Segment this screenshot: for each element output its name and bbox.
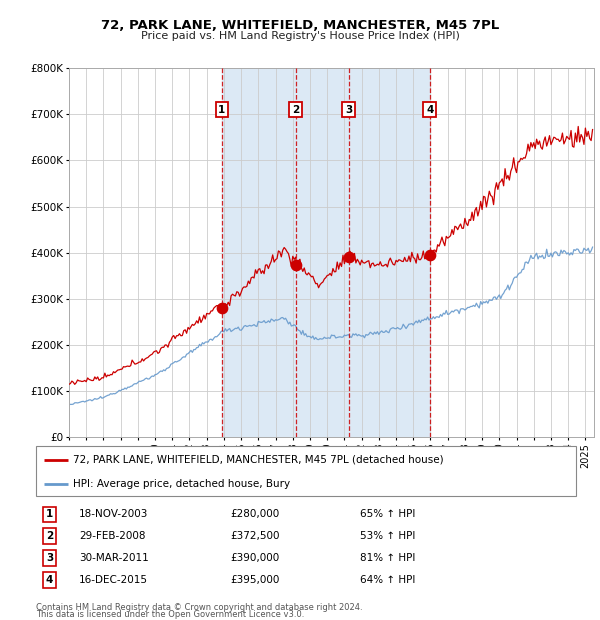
Point bbox=[425, 250, 434, 260]
Text: £390,000: £390,000 bbox=[230, 553, 280, 563]
Point bbox=[344, 252, 353, 262]
Text: 4: 4 bbox=[46, 575, 53, 585]
Text: 18-NOV-2003: 18-NOV-2003 bbox=[79, 510, 149, 520]
Text: 3: 3 bbox=[46, 553, 53, 563]
Text: 3: 3 bbox=[345, 105, 352, 115]
Point bbox=[217, 303, 227, 313]
Text: 72, PARK LANE, WHITEFIELD, MANCHESTER, M45 7PL: 72, PARK LANE, WHITEFIELD, MANCHESTER, M… bbox=[101, 19, 499, 32]
Text: 53% ↑ HPI: 53% ↑ HPI bbox=[360, 531, 415, 541]
Text: £372,500: £372,500 bbox=[230, 531, 280, 541]
Bar bbox=[222, 68, 430, 437]
Text: 81% ↑ HPI: 81% ↑ HPI bbox=[360, 553, 415, 563]
Text: 64% ↑ HPI: 64% ↑ HPI bbox=[360, 575, 415, 585]
Text: HPI: Average price, detached house, Bury: HPI: Average price, detached house, Bury bbox=[73, 479, 290, 489]
Text: 29-FEB-2008: 29-FEB-2008 bbox=[79, 531, 146, 541]
Text: 65% ↑ HPI: 65% ↑ HPI bbox=[360, 510, 415, 520]
Text: £395,000: £395,000 bbox=[230, 575, 280, 585]
Text: Contains HM Land Registry data © Crown copyright and database right 2024.: Contains HM Land Registry data © Crown c… bbox=[36, 603, 362, 612]
Text: 4: 4 bbox=[426, 105, 433, 115]
Text: 2: 2 bbox=[46, 531, 53, 541]
Text: 1: 1 bbox=[218, 105, 226, 115]
Text: This data is licensed under the Open Government Licence v3.0.: This data is licensed under the Open Gov… bbox=[36, 609, 304, 619]
Text: Price paid vs. HM Land Registry's House Price Index (HPI): Price paid vs. HM Land Registry's House … bbox=[140, 31, 460, 41]
FancyBboxPatch shape bbox=[36, 446, 576, 496]
Text: 1: 1 bbox=[46, 510, 53, 520]
Text: 16-DEC-2015: 16-DEC-2015 bbox=[79, 575, 148, 585]
Text: 2: 2 bbox=[292, 105, 299, 115]
Text: 72, PARK LANE, WHITEFIELD, MANCHESTER, M45 7PL (detached house): 72, PARK LANE, WHITEFIELD, MANCHESTER, M… bbox=[73, 455, 443, 465]
Text: 30-MAR-2011: 30-MAR-2011 bbox=[79, 553, 149, 563]
Text: £280,000: £280,000 bbox=[230, 510, 280, 520]
Point bbox=[291, 260, 301, 270]
